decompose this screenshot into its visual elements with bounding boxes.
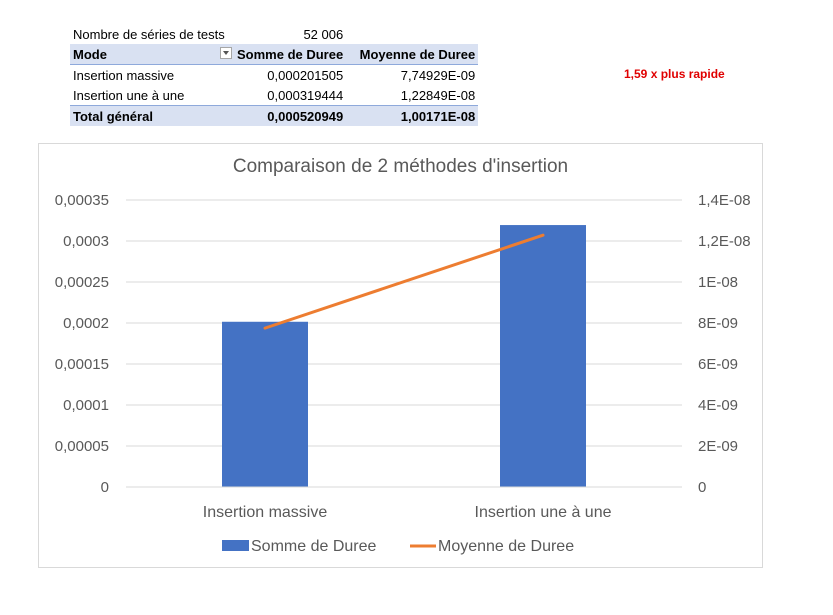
y-right-tick-label: 8E-09 <box>698 315 738 332</box>
x-tick-label: Insertion massive <box>203 504 328 521</box>
y-left-tick-label: 0,0002 <box>63 315 109 332</box>
y-right-tick-label: 6E-09 <box>698 356 738 373</box>
y-left-tick-label: 0,00025 <box>55 274 109 291</box>
row-somme[interactable]: 0,000319444 <box>267 87 344 103</box>
row-somme[interactable]: 0,000201505 <box>267 67 344 83</box>
legend-label-somme: Somme de Duree <box>251 538 376 555</box>
pivot-table: Nombre de séries de tests 52 006 Mode So… <box>70 24 479 126</box>
row-moyenne[interactable]: 7,74929E-09 <box>400 67 476 83</box>
row-mode[interactable]: Insertion massive <box>73 67 175 83</box>
y-right-tick-label: 2E-09 <box>698 438 738 455</box>
x-tick-label: Insertion une à une <box>475 504 612 521</box>
tests-count-row: Nombre de séries de tests 52 006 <box>70 24 478 44</box>
header-moyenne[interactable]: Moyenne de Duree <box>346 44 479 65</box>
header-somme[interactable]: Somme de Duree <box>234 44 347 65</box>
y-left-tick-label: 0,0003 <box>63 233 109 250</box>
header-mode-label: Mode <box>73 46 107 62</box>
bar-1 <box>222 321 308 487</box>
empty-cell[interactable] <box>346 24 478 44</box>
y-left-tick-label: 0,0001 <box>63 397 109 414</box>
y-left-tick-label: 0,00035 <box>55 192 109 209</box>
tests-count-value[interactable]: 52 006 <box>303 26 344 42</box>
row-mode[interactable]: Insertion une à une <box>73 87 185 103</box>
bar-2 <box>500 225 586 488</box>
legend-label-moyenne: Moyenne de Duree <box>438 538 574 555</box>
total-label[interactable]: Total général <box>70 105 234 126</box>
chart-plot: 0 0 0,00005 2E-09 0,0001 4E-09 0,00015 6E-09 0,0… <box>55 192 751 555</box>
header-mode[interactable]: Mode <box>70 44 234 65</box>
legend-swatch-somme <box>222 540 249 551</box>
total-moyenne[interactable]: 1,00171E-08 <box>346 105 479 126</box>
line-series-moyenne <box>263 233 545 330</box>
tests-count-label[interactable]: Nombre de séries de tests <box>73 26 225 42</box>
y-right-tick-label: 1,4E-08 <box>698 192 751 209</box>
total-somme[interactable]: 0,000520949 <box>234 105 347 126</box>
total-row: Total général 0,000520949 1,00171E-08 <box>70 105 479 126</box>
pivot-header-row: Mode Somme de Duree Moyenne de Duree <box>70 44 479 65</box>
y-right-tick-label: 1,2E-08 <box>698 233 751 250</box>
speed-ratio-note[interactable]: 1,59 x plus rapide <box>624 67 725 81</box>
y-left-tick-label: 0,00015 <box>55 356 109 373</box>
y-right-tick-label: 0 <box>698 479 706 496</box>
y-right-tick-label: 4E-09 <box>698 397 738 414</box>
filter-dropdown-icon[interactable] <box>220 47 232 59</box>
table-row: Insertion massive 0,000201505 7,74929E-0… <box>70 65 478 86</box>
row-moyenne[interactable]: 1,22849E-08 <box>400 87 476 103</box>
y-right-tick-label: 1E-08 <box>698 274 738 291</box>
table-row: Insertion une à une 0,000319444 1,22849E… <box>70 85 478 106</box>
chart-title[interactable]: Comparaison de 2 méthodes d'insertion <box>232 156 569 177</box>
y-left-tick-label: 0 <box>101 479 109 496</box>
y-left-tick-label: 0,00005 <box>55 438 109 455</box>
